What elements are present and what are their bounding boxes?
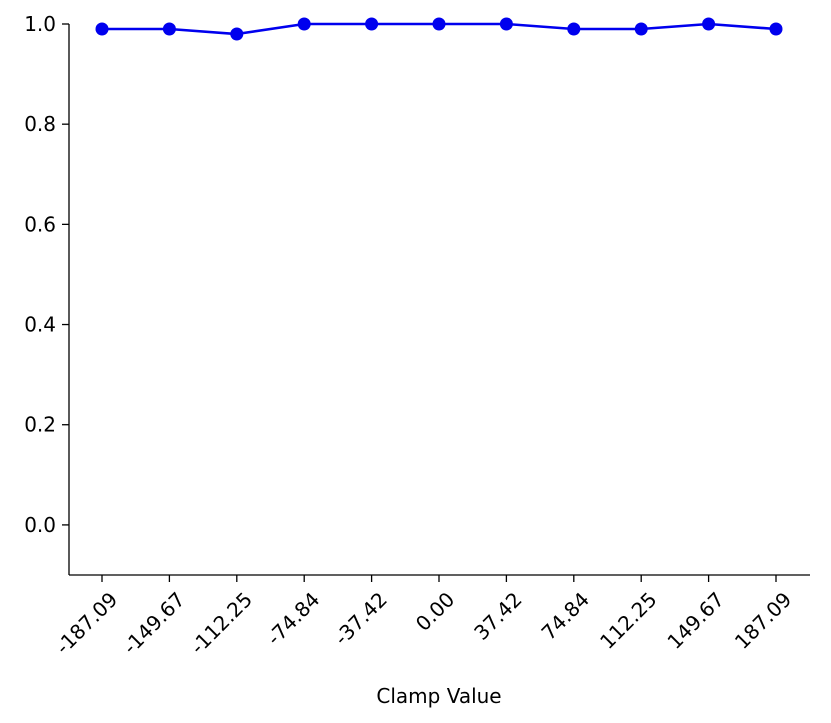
data-point [230, 27, 244, 41]
data-point [702, 17, 716, 31]
data-point [634, 22, 648, 36]
x-tick-label: 74.84 [537, 587, 594, 644]
x-tick-label: 37.42 [469, 587, 526, 644]
x-tick-label: -187.09 [51, 587, 123, 659]
data-point [499, 17, 513, 31]
y-tick-label: 0.4 [24, 313, 56, 337]
data-point [162, 22, 176, 36]
x-tick-label: 112.25 [595, 587, 661, 653]
axes [68, 24, 810, 576]
y-tick-label: 0.0 [24, 513, 56, 537]
series-group [95, 17, 783, 41]
x-tick-label: -37.42 [329, 587, 392, 650]
data-point [365, 17, 379, 31]
y-tick-label: 0.6 [24, 212, 56, 236]
x-tick-label: -74.84 [262, 587, 325, 650]
x-tick-label: 149.67 [662, 587, 728, 653]
y-tick-label: 1.0 [24, 12, 56, 36]
data-point [297, 17, 311, 31]
x-tick-label: -112.25 [186, 587, 258, 659]
y-tick-label: 0.2 [24, 413, 56, 437]
x-ticks: -187.09-149.67-112.25 -74.84 -37.42 0.00 37.… [51, 575, 796, 659]
x-tick-label: 0.00 [411, 587, 459, 635]
data-point [567, 22, 581, 36]
y-tick-label: 0.8 [24, 112, 56, 136]
data-point [432, 17, 446, 31]
x-axis-title: Clamp Value [376, 684, 501, 708]
x-tick-label: -149.67 [118, 587, 190, 659]
y-ticks: 0.0 0.2 0.4 0.6 0.8 1.0 [24, 12, 69, 537]
data-point [769, 22, 783, 36]
x-tick-label: 187.09 [730, 587, 796, 653]
data-point [95, 22, 109, 36]
